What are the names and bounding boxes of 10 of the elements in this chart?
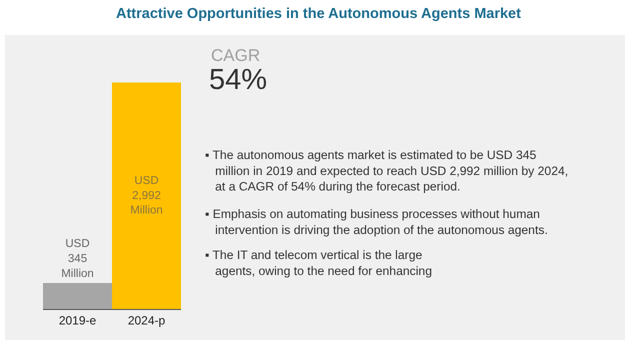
text: 54% <box>209 64 268 96</box>
text: ▪ Emphasis on automating business processes without human intervention is driving the adoption of the autonomous agents. <box>205 207 548 237</box>
x-tick-label: 2024-p <box>128 313 166 328</box>
text: Attractive Opportunities in the Autonomous Agents Market <box>116 6 522 22</box>
data-label: USD 345 Million <box>61 238 94 280</box>
text: CAGR <box>211 46 260 65</box>
data-label: USD 2,992 Million <box>130 174 163 217</box>
x-tick-label: 2019-e <box>58 313 97 328</box>
text: ▪ The IT and telecom vertical is the large agents, owing to the need for enhancing <box>205 248 432 278</box>
text: ▪ The autonomous agents market is estimated to be USD 345 million in 2019 and expected to reach USD 2,992 million by 2024, at a CAGR of 54% during the forecast period. <box>205 148 568 194</box>
